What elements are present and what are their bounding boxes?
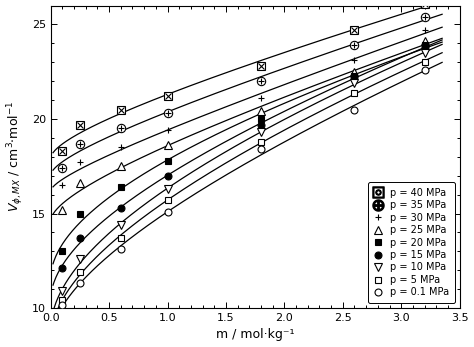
- Legend: p = 40 MPa, p = 35 MPa, p = 30 MPa, p = 25 MPa, p = 20 MPa, p = 15 MPa, p = 10 M: p = 40 MPa, p = 35 MPa, p = 30 MPa, p = …: [368, 182, 455, 303]
- X-axis label: m / mol·kg⁻¹: m / mol·kg⁻¹: [216, 329, 294, 341]
- Y-axis label: $V_{\phi,MX}$ / cm$^3$$\cdot$mol$^{-1}$: $V_{\phi,MX}$ / cm$^3$$\cdot$mol$^{-1}$: [6, 101, 26, 212]
